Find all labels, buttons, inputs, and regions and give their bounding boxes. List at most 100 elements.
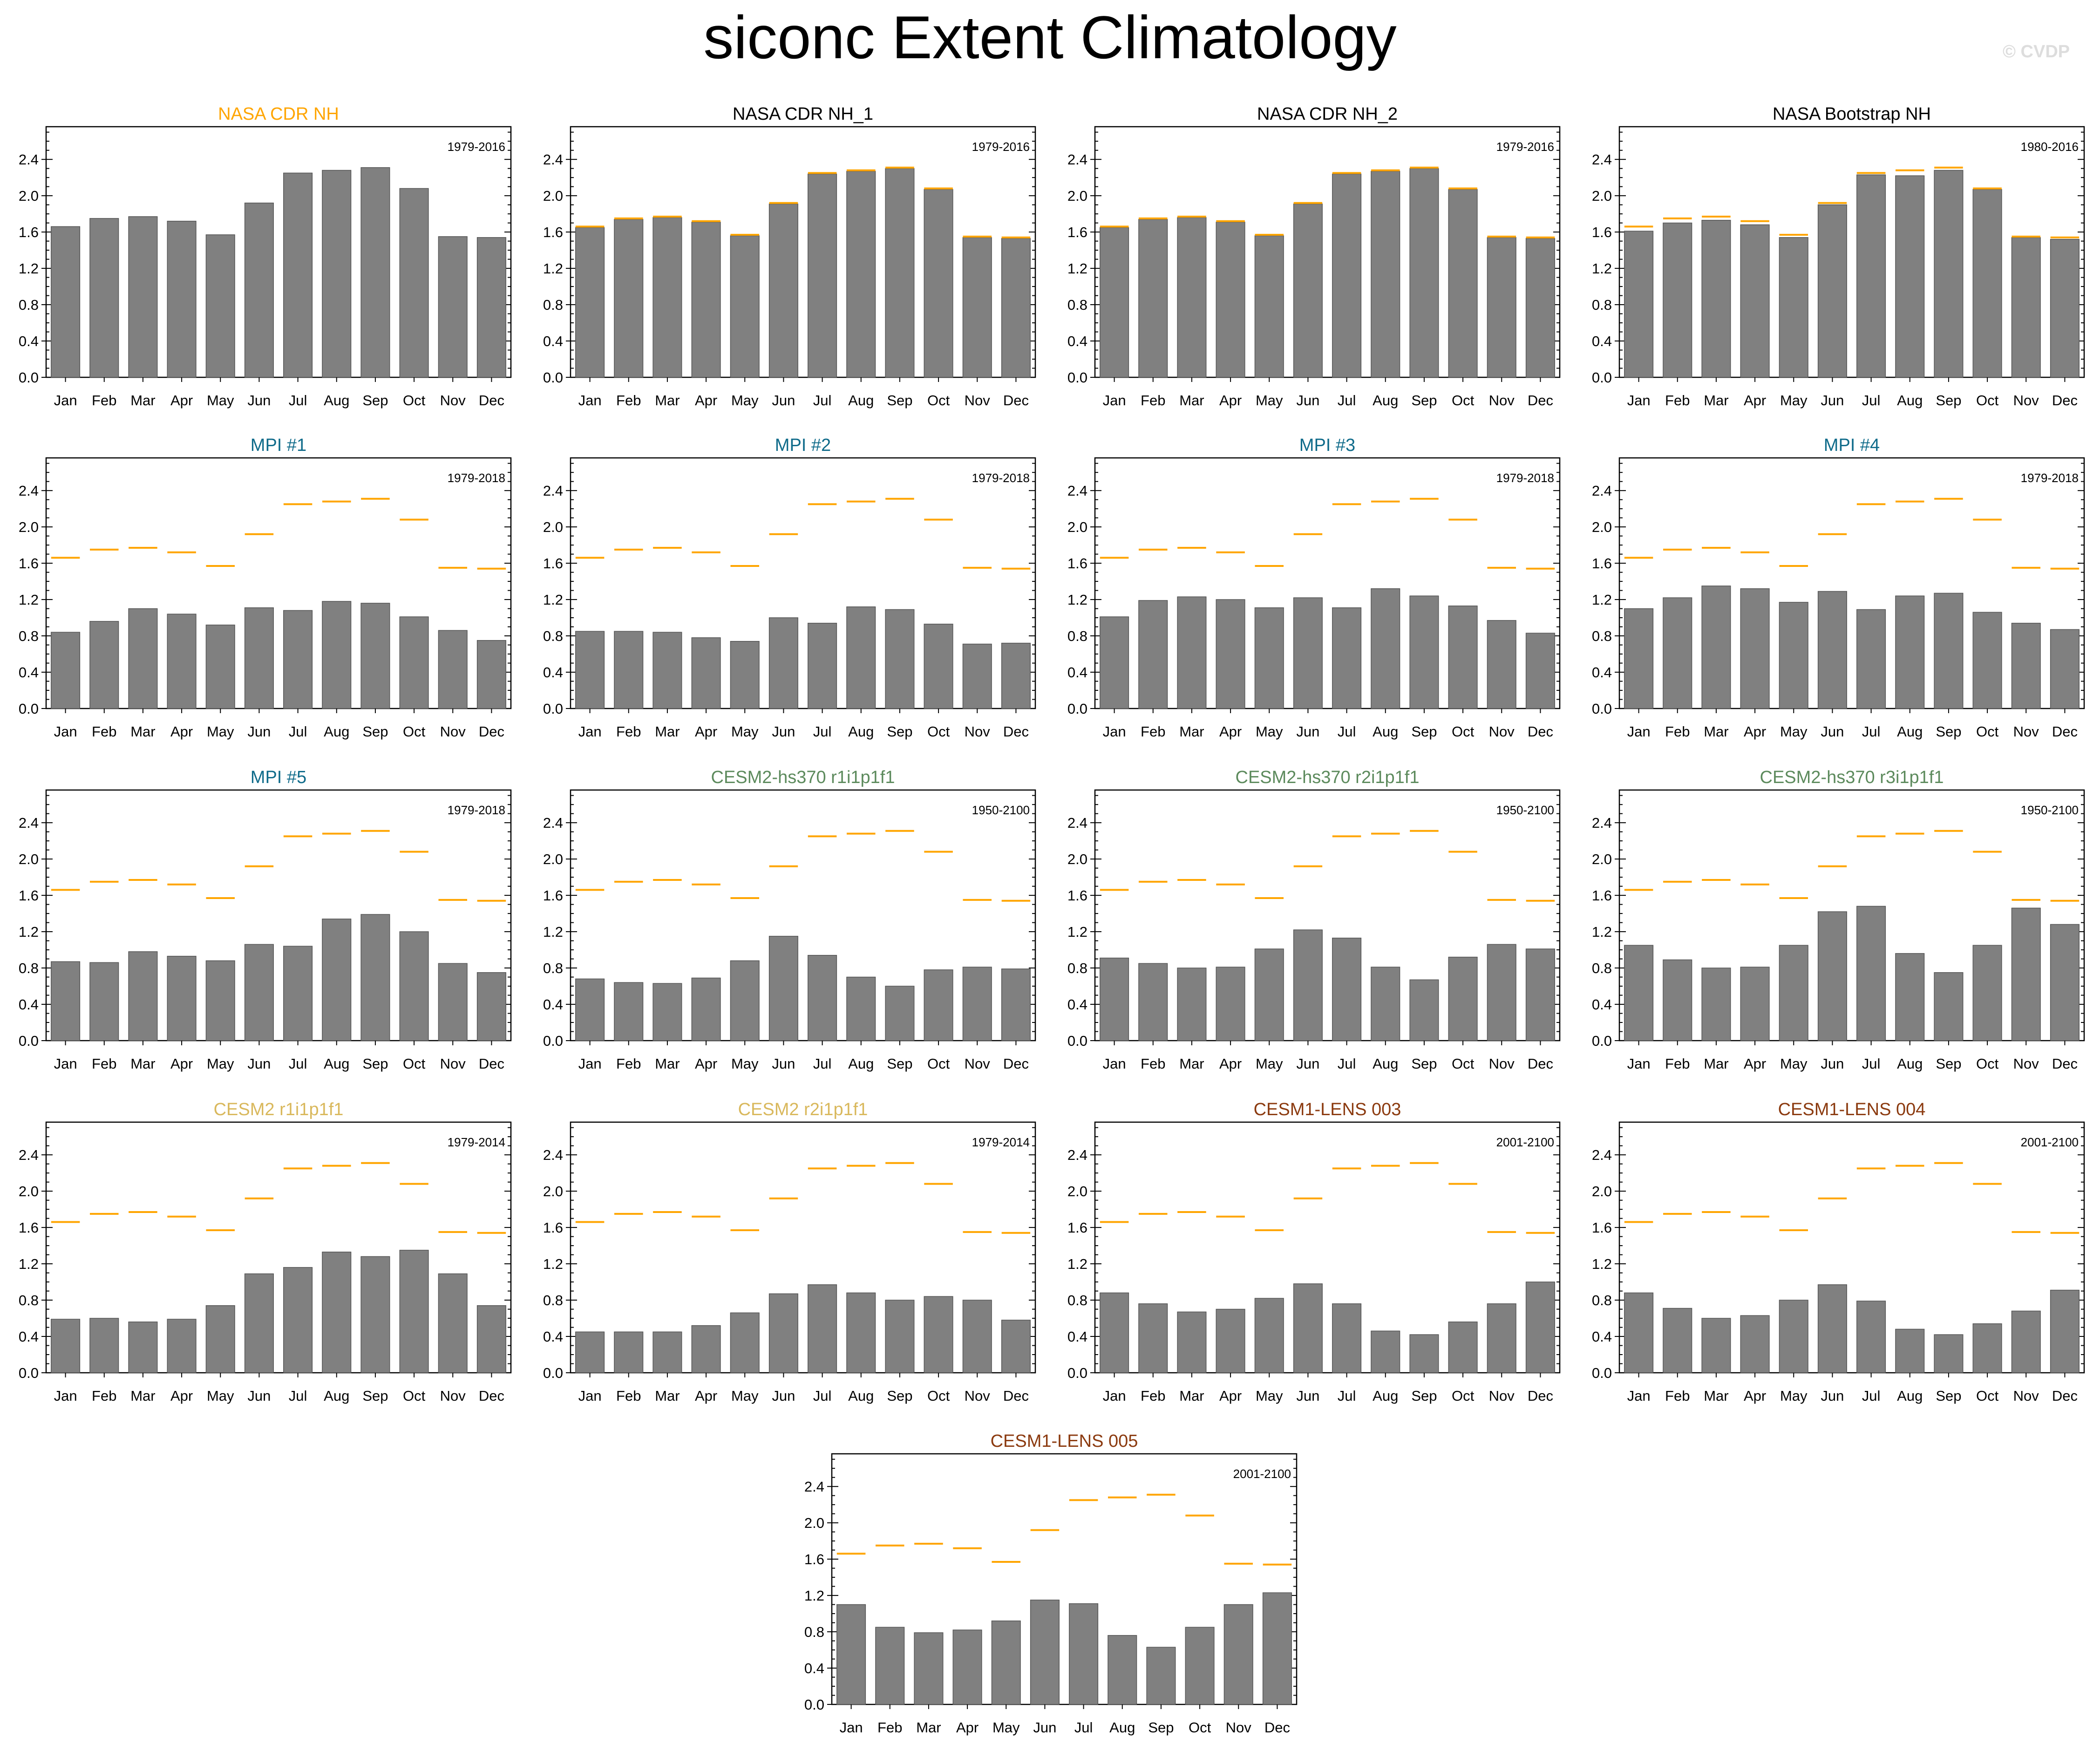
bar (1448, 956, 1478, 1041)
y-tick-label: 1.2 (543, 260, 563, 277)
x-tick-label: Jan (1103, 1388, 1126, 1404)
y-tick-label: 2.0 (543, 519, 563, 535)
x-tick-label: Dec (1528, 1056, 1553, 1072)
x-tick-label: Aug (1897, 392, 1923, 409)
x-tick-label: May (207, 1388, 234, 1404)
y-tick-label: 1.6 (1067, 224, 1087, 240)
x-tick-label: Jun (1296, 392, 1319, 409)
chart-panel: MPI #1 0.0 0.4 0.8 1.2 1.6 2.0 2.4 Jan Feb Mar Apr M… (19, 436, 512, 740)
bar (1001, 642, 1031, 709)
x-tick-label: Jul (1074, 1719, 1093, 1736)
x-tick-label: Mar (1704, 1388, 1728, 1404)
bar (808, 173, 837, 378)
x-tick-label: Jul (813, 1388, 832, 1404)
x-tick-label: Nov (2013, 392, 2039, 409)
bar (1525, 948, 1555, 1041)
bar (691, 1325, 721, 1373)
x-tick-label: Jul (1862, 392, 1881, 409)
x-tick-label: Nov (1489, 723, 1515, 740)
bar (476, 1305, 506, 1373)
y-tick-label: 0.4 (543, 996, 563, 1013)
x-tick-label: Oct (1976, 1056, 1999, 1072)
bar (1177, 596, 1207, 709)
bar (89, 218, 119, 378)
x-tick-label: Feb (616, 1056, 641, 1072)
x-tick-label: Mar (1704, 392, 1728, 409)
period-label: 1979-2018 (972, 471, 1030, 485)
chart-title: CESM1-LENS 005 (991, 1431, 1138, 1451)
x-tick-label: Oct (1189, 1719, 1211, 1736)
y-tick-label: 2.0 (543, 851, 563, 867)
x-tick-label: Feb (1141, 723, 1165, 740)
y-tick-label: 0.8 (19, 960, 39, 976)
x-tick-label: Jan (1627, 1056, 1651, 1072)
period-label: 1979-2018 (448, 471, 505, 485)
x-tick-label: Feb (616, 392, 641, 409)
y-tick-label: 0.4 (1067, 333, 1087, 349)
x-tick-label: Apr (1219, 1056, 1242, 1072)
x-tick-label: Dec (1528, 723, 1553, 740)
bar (167, 220, 197, 378)
x-tick-label: Jun (772, 1388, 795, 1404)
x-tick-label: Jan (1103, 723, 1126, 740)
bar (1624, 608, 1654, 709)
bar (399, 616, 429, 709)
x-tick-label: Jan (54, 1056, 77, 1072)
x-tick-label: May (1256, 1388, 1283, 1404)
bar (1001, 238, 1031, 378)
x-tick-label: Jul (289, 723, 307, 740)
x-tick-label: Jan (578, 723, 602, 740)
plot-frame (1618, 1121, 2085, 1374)
x-tick-label: May (1780, 392, 1808, 409)
bar (244, 202, 274, 378)
bar (575, 631, 605, 709)
x-tick-label: Feb (1665, 1056, 1690, 1072)
bar (399, 931, 429, 1041)
x-tick-label: Jun (772, 723, 795, 740)
bar (1293, 203, 1323, 378)
period-label: 2001-2100 (1233, 1467, 1291, 1481)
bar (1371, 1330, 1400, 1373)
bar (89, 962, 119, 1041)
x-tick-label: Jun (247, 1388, 271, 1404)
chart-panel: CESM2-hs370 r2i1p1f1 0.0 0.4 0.8 1.2 1.6 2.0 2.… (1067, 768, 1561, 1072)
y-tick-label: 2.0 (1067, 1183, 1087, 1199)
period-label: 1979-2018 (1496, 471, 1554, 485)
x-tick-label: Nov (965, 1056, 991, 1072)
x-tick-label: Sep (1148, 1719, 1174, 1736)
period-label: 1979-2014 (972, 1135, 1030, 1149)
x-tick-label: Jan (578, 392, 602, 409)
x-tick-label: Jun (1821, 392, 1844, 409)
y-tick-label: 0.4 (19, 996, 39, 1013)
x-tick-label: Sep (362, 392, 388, 409)
y-tick-label: 0.0 (19, 1365, 39, 1381)
x-tick-label: Jun (1033, 1719, 1056, 1736)
y-tick-label: 2.4 (1592, 483, 1612, 499)
bar (1740, 967, 1770, 1041)
bar (614, 1331, 644, 1373)
y-tick-label: 1.2 (19, 260, 39, 277)
x-tick-label: Dec (2052, 1056, 2078, 1072)
x-tick-label: Jan (840, 1719, 863, 1736)
x-tick-label: May (207, 1056, 234, 1072)
bar (128, 216, 158, 378)
bar (1779, 602, 1808, 709)
bar (2050, 1289, 2080, 1373)
bar (1701, 586, 1731, 709)
x-tick-label: Oct (1452, 1056, 1475, 1072)
y-tick-label: 2.4 (804, 1478, 824, 1495)
bar (1934, 593, 1964, 709)
x-tick-label: Jun (772, 392, 795, 409)
bar (846, 976, 876, 1041)
y-tick-label: 1.2 (543, 592, 563, 608)
x-tick-label: Sep (887, 392, 912, 409)
bar (1817, 204, 1847, 378)
x-tick-label: Dec (1528, 392, 1553, 409)
bar (360, 914, 390, 1041)
x-tick-label: Aug (848, 1388, 874, 1404)
chart-title: MPI #1 (251, 436, 306, 455)
bar (614, 219, 644, 378)
chart-title: CESM1-LENS 003 (1254, 1100, 1401, 1119)
bar (885, 609, 915, 709)
